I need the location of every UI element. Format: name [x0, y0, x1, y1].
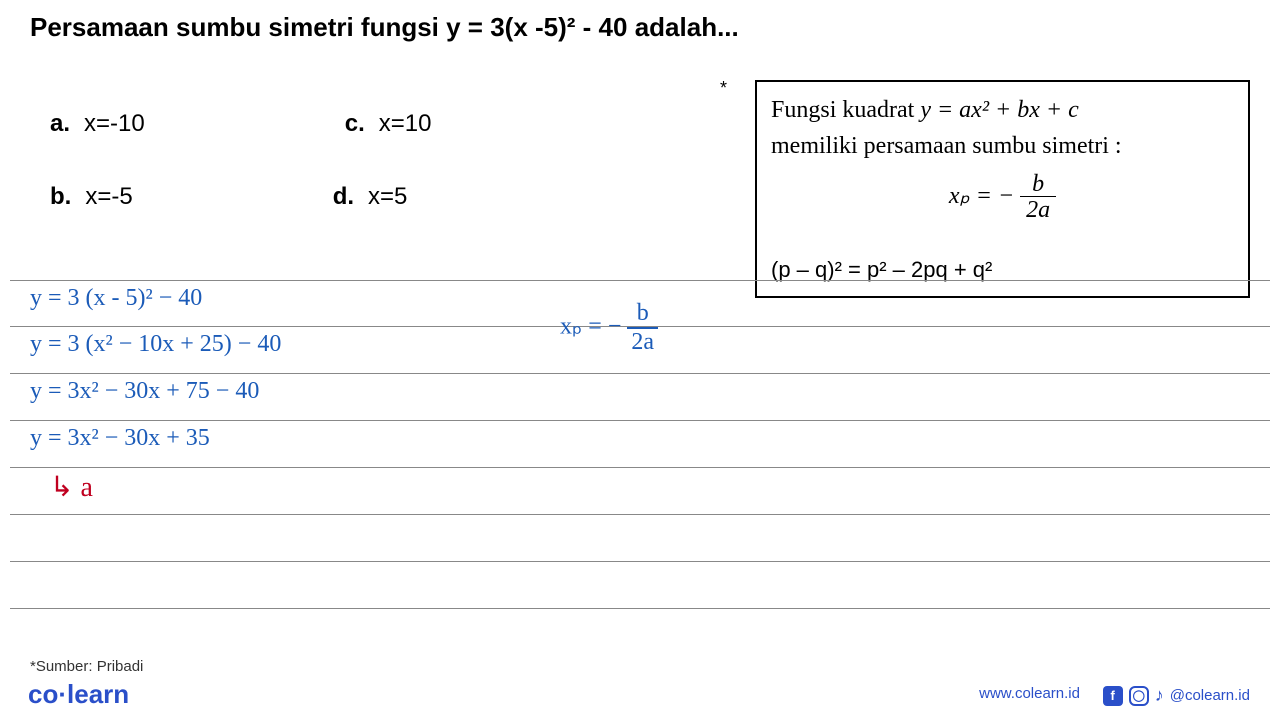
fraction-denominator: 2a — [1020, 197, 1056, 223]
option-letter: b. — [50, 183, 71, 211]
brand-logo: co·learn — [28, 679, 129, 710]
option-d: d. x=5 — [333, 183, 408, 211]
hint-text: Fungsi kuadrat — [771, 97, 920, 123]
arrow-glyph: ↳ — [50, 472, 73, 503]
source-label: *Sumber: Pribadi — [30, 658, 143, 675]
formula-lhs: xₚ = − — [949, 183, 1020, 209]
fraction: b 2a — [1020, 172, 1056, 223]
handwriting-line-3: y = 3x² − 30x + 75 − 40 — [30, 378, 259, 405]
option-text: x=5 — [368, 183, 407, 211]
work-row — [10, 515, 1270, 562]
option-letter: d. — [333, 183, 354, 211]
social-links: f ◯ ♪ @colearn.id — [1103, 685, 1250, 706]
work-row — [10, 562, 1270, 609]
hint-asterisk: * — [720, 78, 727, 99]
hint-line-2: memiliki persamaan sumbu simetri : — [771, 128, 1234, 164]
logo-part: learn — [67, 679, 129, 709]
fraction-numerator: b — [627, 300, 658, 329]
work-row: ↳ a — [10, 468, 1270, 515]
option-text: x=-5 — [85, 183, 132, 211]
formula-lhs: xₚ = − — [560, 314, 627, 340]
arrow-label: a — [80, 472, 92, 503]
handwriting-line-4: y = 3x² − 30x + 35 — [30, 425, 210, 452]
option-b: b. x=-5 — [50, 183, 133, 211]
option-text: x=10 — [379, 110, 432, 138]
option-a: a. x=-10 — [50, 110, 145, 138]
hint-line-1: Fungsi kuadrat y = ax² + bx + c — [771, 92, 1234, 128]
option-letter: a. — [50, 110, 70, 138]
handwriting-formula: xₚ = − b 2a — [560, 300, 658, 356]
work-row: y = 3x² − 30x + 35 — [10, 421, 1270, 468]
instagram-icon: ◯ — [1129, 686, 1149, 706]
hint-equation: y = ax² + bx + c — [920, 97, 1078, 123]
option-c: c. x=10 — [345, 110, 432, 138]
answer-options: a. x=-10 c. x=10 b. x=-5 d. x=5 — [50, 110, 650, 256]
social-handle: @colearn.id — [1170, 687, 1250, 704]
fraction-denominator: 2a — [627, 329, 658, 356]
hint-box: Fungsi kuadrat y = ax² + bx + c memiliki… — [755, 80, 1250, 298]
website-url: www.colearn.id — [979, 685, 1080, 702]
facebook-icon: f — [1103, 686, 1123, 706]
option-letter: c. — [345, 110, 365, 138]
handwriting-line-2: y = 3 (x² − 10x + 25) − 40 — [30, 331, 281, 358]
option-text: x=-10 — [84, 110, 145, 138]
fraction-numerator: b — [1020, 172, 1056, 197]
work-row: y = 3x² − 30x + 75 − 40 — [10, 374, 1270, 421]
fraction: b 2a — [627, 300, 658, 356]
handwriting-line-1: y = 3 (x - 5)² − 40 — [30, 285, 202, 312]
logo-dot: · — [58, 679, 67, 709]
arrow-icon: ↳ a — [50, 470, 93, 504]
question-title: Persamaan sumbu simetri fungsi y = 3(x -… — [30, 12, 739, 43]
logo-part: co — [28, 679, 58, 709]
hint-formula: xₚ = − b 2a — [771, 172, 1234, 223]
tiktok-icon: ♪ — [1155, 685, 1164, 706]
footer: *Sumber: Pribadi co·learn www.colearn.id… — [0, 650, 1280, 720]
